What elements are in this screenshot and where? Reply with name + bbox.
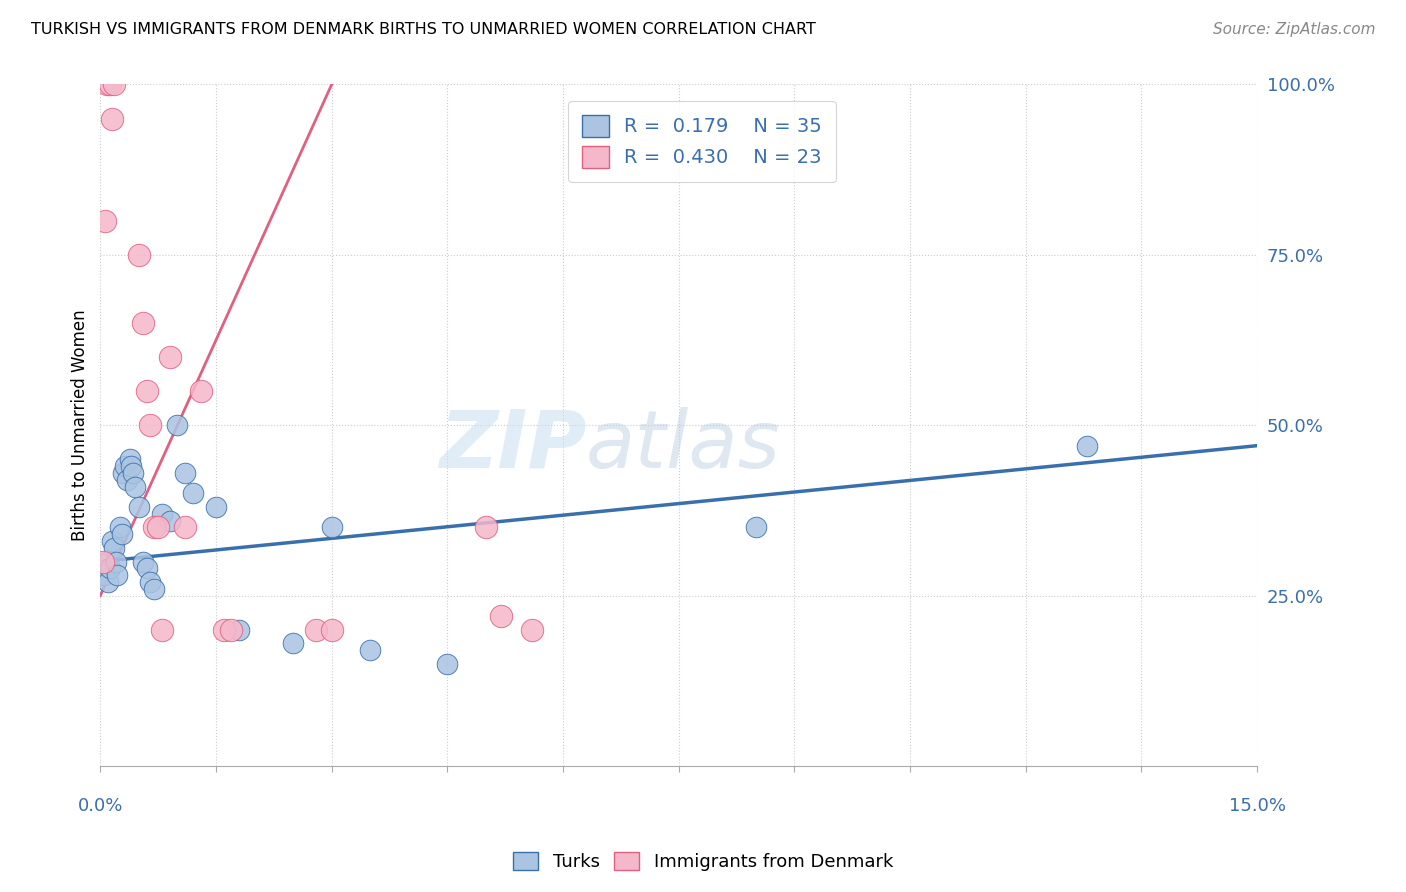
Point <box>96 555 118 569</box>
Point <box>159 514 181 528</box>
Point <box>124 479 146 493</box>
Point <box>96 78 118 92</box>
Point <box>143 520 166 534</box>
Text: Source: ZipAtlas.com: Source: ZipAtlas.com <box>1212 22 1375 37</box>
Point <box>221 623 243 637</box>
Point <box>111 527 134 541</box>
Legend: R =  0.179    N = 35, R =  0.430    N = 23: R = 0.179 N = 35, R = 0.430 N = 23 <box>568 101 835 182</box>
Point <box>436 657 458 671</box>
Point <box>135 384 157 399</box>
Point <box>120 459 142 474</box>
Point <box>159 350 181 364</box>
Point <box>143 582 166 596</box>
Text: 0.0%: 0.0% <box>77 797 124 814</box>
Point <box>475 520 498 534</box>
Point <box>101 112 124 126</box>
Point <box>228 623 250 637</box>
Point <box>97 574 120 589</box>
Point <box>132 316 155 330</box>
Point <box>132 555 155 569</box>
Point <box>150 623 173 637</box>
Point <box>91 555 114 569</box>
Point <box>93 568 115 582</box>
Point <box>522 623 544 637</box>
Point <box>174 466 197 480</box>
Point <box>128 248 150 262</box>
Point <box>135 561 157 575</box>
Point <box>121 466 143 480</box>
Point <box>118 452 141 467</box>
Point <box>305 623 328 637</box>
Point <box>104 555 127 569</box>
Y-axis label: Births to Unmarried Women: Births to Unmarried Women <box>72 310 89 541</box>
Point <box>174 520 197 534</box>
Point <box>114 459 136 474</box>
Point <box>117 473 139 487</box>
Point <box>101 534 124 549</box>
Point <box>148 520 170 534</box>
Text: TURKISH VS IMMIGRANTS FROM DENMARK BIRTHS TO UNMARRIED WOMEN CORRELATION CHART: TURKISH VS IMMIGRANTS FROM DENMARK BIRTH… <box>31 22 815 37</box>
Point <box>205 500 228 514</box>
Point <box>103 78 125 92</box>
Legend: Turks, Immigrants from Denmark: Turks, Immigrants from Denmark <box>506 845 900 879</box>
Point <box>94 213 117 227</box>
Text: 15.0%: 15.0% <box>1229 797 1285 814</box>
Point <box>139 418 162 433</box>
Point <box>98 78 121 92</box>
Text: atlas: atlas <box>586 407 780 484</box>
Point <box>108 520 131 534</box>
Point <box>491 609 513 624</box>
Point <box>181 486 204 500</box>
Point <box>103 541 125 555</box>
Point <box>112 466 135 480</box>
Point <box>150 507 173 521</box>
Text: ZIP: ZIP <box>439 407 586 484</box>
Point <box>166 418 188 433</box>
Point <box>1076 439 1098 453</box>
Point <box>212 623 235 637</box>
Point <box>128 500 150 514</box>
Point <box>105 568 128 582</box>
Point <box>98 561 121 575</box>
Point <box>190 384 212 399</box>
Point <box>745 520 768 534</box>
Point <box>321 520 343 534</box>
Point <box>139 574 162 589</box>
Point <box>359 643 381 657</box>
Point <box>321 623 343 637</box>
Point <box>281 636 304 650</box>
